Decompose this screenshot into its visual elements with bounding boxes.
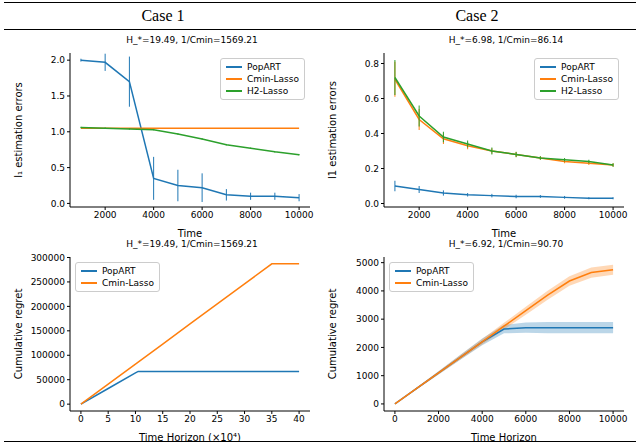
svg-text:2000: 2000 [408, 210, 431, 220]
svg-text:200000: 200000 [31, 302, 66, 312]
html-text:H_*=19.49, 1/Cmin=1569.21: H_*=19.49, 1/Cmin=1569.21 [126, 35, 258, 45]
svg-text:Time Horizon: Time Horizon [470, 432, 537, 441]
svg-text:15: 15 [157, 414, 168, 424]
svg-text:0.0: 0.0 [365, 199, 380, 209]
svg-text:0.4: 0.4 [365, 129, 380, 139]
svg-text:4000: 4000 [142, 210, 165, 220]
svg-text:1.0: 1.0 [51, 127, 66, 137]
svg-text:2000: 2000 [427, 414, 450, 424]
svg-text:0.6: 0.6 [365, 94, 380, 104]
svg-text:0: 0 [59, 399, 65, 409]
html-text:H2-Lasso: H2-Lasso [561, 86, 603, 96]
html-text:PopART: PopART [561, 62, 595, 72]
svg-text:2000: 2000 [94, 210, 117, 220]
svg-text:4000: 4000 [456, 210, 479, 220]
svg-text:l1 estimation errors: l1 estimation errors [327, 81, 338, 179]
svg-text:300000: 300000 [31, 253, 66, 263]
svg-text:3000: 3000 [356, 314, 379, 324]
svg-text:250000: 250000 [31, 277, 66, 287]
svg-text:10000: 10000 [599, 414, 628, 424]
svg-text:10: 10 [130, 414, 142, 424]
svg-text:0: 0 [373, 399, 379, 409]
svg-text:2.0: 2.0 [51, 55, 66, 65]
svg-text:0: 0 [392, 414, 398, 424]
svg-text:l₁ estimation errors: l₁ estimation errors [13, 82, 24, 178]
svg-text:6000: 6000 [505, 210, 528, 220]
svg-text:0.8: 0.8 [365, 59, 380, 69]
svg-text:0.0: 0.0 [51, 199, 66, 209]
html-text:PopART: PopART [247, 62, 281, 72]
html-text:Case 1: Case 1 [141, 7, 185, 24]
svg-text:8000: 8000 [239, 210, 262, 220]
svg-text:4000: 4000 [471, 414, 494, 424]
svg-text:10000: 10000 [285, 210, 314, 220]
svg-text:30: 30 [239, 414, 251, 424]
html-text:H_*=6.92, 1/Cmin=90.70: H_*=6.92, 1/Cmin=90.70 [448, 239, 564, 249]
svg-text:Cumulative regret: Cumulative regret [327, 289, 338, 380]
svg-text:Time: Time [491, 228, 516, 237]
html-text:H2-Lasso: H2-Lasso [247, 86, 289, 96]
svg-text:5000: 5000 [356, 258, 379, 268]
html-text:Cmin-Lasso: Cmin-Lasso [561, 74, 613, 84]
svg-text:8000: 8000 [558, 414, 581, 424]
svg-text:Time Horizon (×10⁴): Time Horizon (×10⁴) [138, 432, 241, 441]
svg-text:0: 0 [78, 414, 84, 424]
svg-text:5: 5 [105, 414, 111, 424]
svg-text:100000: 100000 [31, 350, 66, 360]
svg-text:1.5: 1.5 [51, 91, 65, 101]
svg-text:8000: 8000 [553, 210, 576, 220]
html-text:Cmin-Lasso: Cmin-Lasso [247, 74, 299, 84]
html-text:Case 2: Case 2 [455, 7, 499, 24]
svg-text:2000: 2000 [356, 343, 379, 353]
svg-text:35: 35 [266, 414, 277, 424]
svg-text:Time: Time [177, 228, 202, 237]
html-text:PopART: PopART [102, 266, 136, 276]
html-text:PopART: PopART [416, 266, 450, 276]
svg-text:50000: 50000 [36, 375, 65, 385]
svg-text:0.2: 0.2 [365, 164, 379, 174]
svg-text:40: 40 [293, 414, 305, 424]
svg-text:4000: 4000 [356, 286, 379, 296]
html-text:H_*=19.49, 1/Cmin=1569.21: H_*=19.49, 1/Cmin=1569.21 [126, 239, 258, 249]
svg-text:150000: 150000 [31, 326, 66, 336]
svg-text:6000: 6000 [514, 414, 537, 424]
svg-text:20: 20 [184, 414, 196, 424]
html-text:Cmin-Lasso: Cmin-Lasso [102, 278, 154, 288]
svg-text:0.5: 0.5 [51, 163, 65, 173]
svg-text:6000: 6000 [191, 210, 214, 220]
html-text:Cmin-Lasso: Cmin-Lasso [416, 278, 468, 288]
svg-text:25: 25 [212, 414, 223, 424]
html-text:H_*=6.98, 1/Cmin=86.14: H_*=6.98, 1/Cmin=86.14 [448, 35, 564, 45]
svg-text:1000: 1000 [356, 371, 379, 381]
svg-text:10000: 10000 [599, 210, 628, 220]
svg-text:Cumulative regret: Cumulative regret [13, 289, 24, 380]
